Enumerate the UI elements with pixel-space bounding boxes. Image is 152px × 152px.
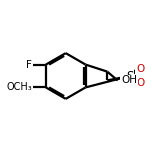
Text: F: F bbox=[26, 60, 32, 70]
Text: O: O bbox=[136, 64, 144, 74]
Text: OCH₃: OCH₃ bbox=[6, 82, 32, 92]
Text: O: O bbox=[136, 78, 144, 88]
Text: OH: OH bbox=[121, 76, 137, 85]
Text: S: S bbox=[126, 69, 133, 83]
